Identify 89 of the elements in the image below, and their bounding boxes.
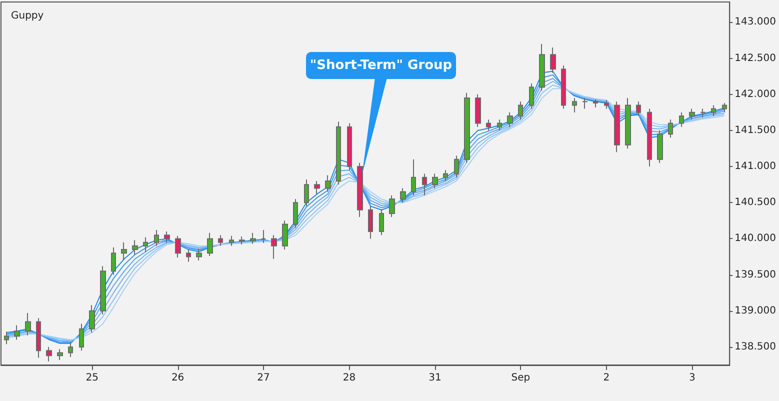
candlestick [175,235,181,258]
candlestick [529,83,534,110]
x-tick-label: 2 [603,372,610,384]
candlestick [164,230,170,244]
candlestick [196,248,202,261]
candlestick [443,170,448,182]
candlestick [582,97,588,110]
candlestick [711,104,716,117]
candlestick [604,100,609,110]
candlestick [454,155,459,178]
candlestick [593,98,598,108]
candlestick [293,198,298,228]
candlestick [68,342,73,358]
candlestick [657,130,663,164]
candlestick [25,312,31,336]
candlestick [379,209,384,236]
candlestick [475,94,481,128]
candlestick [422,173,427,196]
x-tick-label: 3 [688,372,696,384]
candlestick [357,162,363,218]
candlestick [668,119,673,138]
x-tick-label: 27 [257,372,270,384]
candlestick [518,101,523,120]
candlestick [497,119,502,131]
y-tick-label: 141.000 [734,161,776,172]
x-tick-label: 31 [428,372,442,384]
candlestick [325,174,331,192]
x-tick-label: Sep [511,372,530,384]
candlestick [314,180,320,194]
y-tick-label: 139.500 [734,269,776,280]
candlestick [389,194,395,218]
candlestick [250,232,256,244]
y-tick-label: 143.000 [734,16,776,28]
candlestick [4,331,9,345]
candlestick [261,230,266,244]
candlestick [282,220,288,250]
y-tick-label: 140.000 [734,233,776,244]
candlestick [336,121,341,186]
candlestick [154,230,159,246]
x-tick-label: 28 [342,372,356,384]
y-tick-label: 141.500 [734,124,776,136]
y-tick-label: 142.000 [734,88,776,100]
candlestick [207,232,213,257]
annotation: "Short-Term" Group [306,52,456,79]
candlestick [679,112,684,128]
candlestick [304,179,309,207]
candlestick [89,304,95,334]
candlestick [539,43,545,92]
y-tick-label: 142.500 [734,52,776,64]
x-tick-label: 25 [86,372,98,384]
candlestick [347,122,352,171]
candlestick [614,101,620,153]
candlestick [368,206,373,240]
candlestick [689,108,695,120]
y-tick-label: 139.000 [734,305,776,316]
candlestick [121,242,127,261]
candlestick [400,188,406,204]
candlestick [700,108,706,118]
candlestick [132,240,138,256]
candlestick [464,92,470,164]
candlestick [507,112,513,128]
y-tick-label: 138.500 [734,341,776,352]
candlestick [486,119,491,131]
candlestick [722,102,727,113]
candlestick [432,173,438,189]
text: Guppy [11,10,44,22]
y-tick-label: 140.500 [734,197,776,208]
candlestick [229,235,234,246]
x-tick-label: 26 [171,372,184,384]
candlestick [218,234,223,246]
candlestick [111,246,116,276]
candlestick [143,236,148,252]
candlestick [100,266,106,315]
candlestick [57,348,63,360]
callout: "Short-Term" Group [306,52,456,175]
candlestick [186,249,191,262]
candlestick [14,324,20,340]
candlestick [79,323,84,352]
candlestick [46,346,52,362]
candlestick [550,46,556,74]
candlestick [36,318,41,358]
candlestick [625,97,631,149]
candlestick [239,236,245,245]
candlestick [636,101,641,117]
candlestick [411,158,416,196]
candlestick [561,65,566,110]
candlestick [647,108,652,168]
candlestick [572,97,577,113]
candlestick [271,234,277,260]
